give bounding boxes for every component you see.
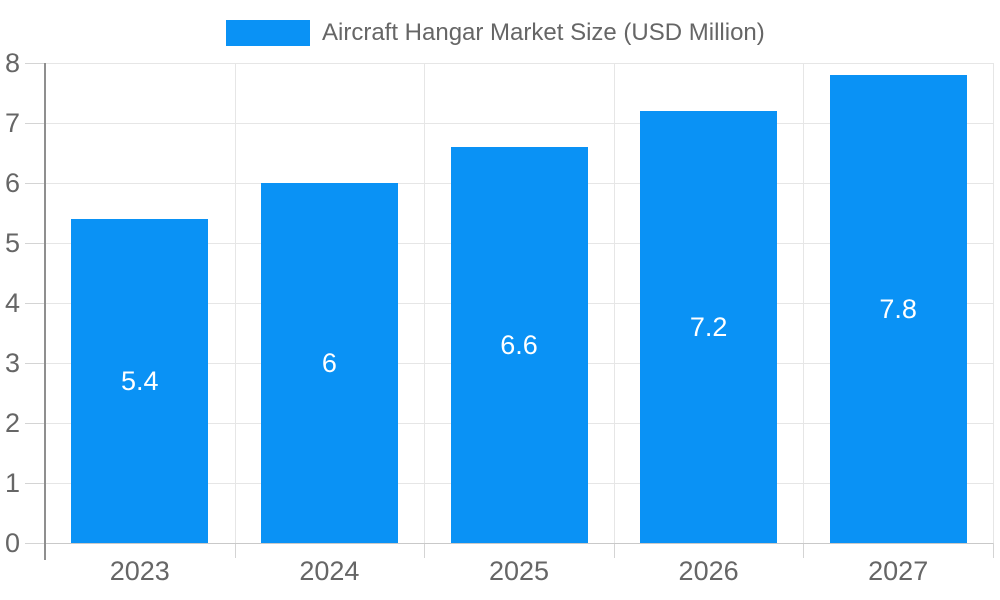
y-axis-tick — [25, 423, 45, 424]
y-axis-tick — [25, 303, 45, 304]
legend-label: Aircraft Hangar Market Size (USD Million… — [322, 19, 765, 46]
bar-2027[interactable] — [829, 75, 967, 543]
gridline-vertical — [613, 63, 615, 543]
gridline-vertical — [234, 63, 236, 543]
y-axis-tick — [25, 543, 45, 544]
bar-2023[interactable] — [71, 219, 209, 543]
x-axis-tick — [993, 543, 994, 558]
legend-swatch — [226, 19, 310, 46]
x-axis-tick — [424, 543, 426, 558]
gridline-horizontal — [45, 123, 993, 124]
x-tick-label: 2023 — [109, 556, 170, 586]
bar-value-label: 7.2 — [689, 312, 728, 342]
gridline-vertical — [803, 63, 805, 543]
y-axis-tick — [25, 363, 45, 364]
x-tick-label: 2027 — [868, 556, 929, 586]
y-axis-tick — [25, 123, 45, 124]
y-tick-label: 2 — [4, 408, 20, 438]
legend-item[interactable]: Aircraft Hangar Market Size (USD Million… — [226, 19, 765, 46]
gridline-vertical — [993, 63, 994, 543]
bar-value-label: 7.8 — [879, 294, 917, 324]
bar-2024[interactable] — [260, 183, 398, 543]
gridline-vertical — [424, 63, 426, 543]
x-axis-tick — [234, 543, 236, 558]
bar-2025[interactable] — [450, 147, 588, 543]
y-axis-line — [44, 63, 46, 560]
y-axis-tick — [25, 243, 45, 244]
bar-value-label: 6.6 — [500, 330, 538, 360]
y-axis-tick — [25, 63, 45, 64]
y-axis-tick — [25, 183, 45, 184]
y-tick-label: 3 — [4, 348, 20, 378]
y-tick-label: 1 — [4, 468, 20, 498]
x-tick-label: 2025 — [488, 556, 550, 586]
y-tick-label: 8 — [4, 48, 20, 78]
y-tick-label: 7 — [4, 108, 20, 138]
bar-2026[interactable] — [640, 111, 778, 543]
bar-value-label: 5.4 — [121, 366, 159, 396]
y-tick-label: 6 — [4, 168, 20, 198]
x-axis-baseline — [45, 543, 993, 544]
bar-value-label: 6 — [321, 348, 337, 378]
gridline-horizontal — [45, 63, 993, 64]
x-tick-label: 2024 — [299, 556, 360, 586]
x-tick-label: 2026 — [678, 556, 739, 586]
y-tick-label: 0 — [4, 528, 20, 558]
y-tick-label: 5 — [4, 228, 20, 258]
y-axis-tick — [25, 483, 45, 484]
x-axis-tick — [803, 543, 805, 558]
y-tick-label: 4 — [4, 288, 20, 318]
x-axis-tick — [613, 543, 615, 558]
